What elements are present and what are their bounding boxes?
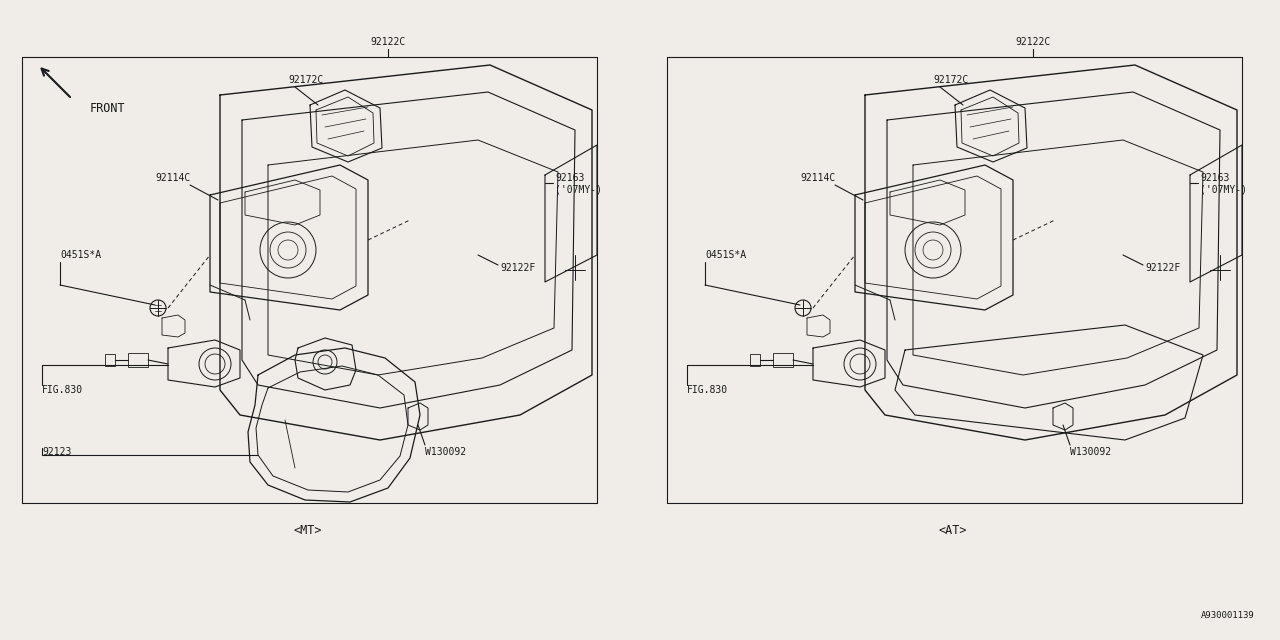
Bar [128,353,148,367]
Text: ('07MY-): ('07MY-) [556,185,602,195]
Text: FIG.830: FIG.830 [42,385,83,395]
Text: 92163: 92163 [556,173,585,183]
Text: 92172C: 92172C [288,75,324,85]
Text: 92114C: 92114C [155,173,191,183]
Text: 92122C: 92122C [370,37,406,47]
Bar [105,354,115,366]
Text: 92122F: 92122F [1146,263,1180,273]
Text: W130092: W130092 [1070,447,1111,457]
Text: 92114C: 92114C [800,173,836,183]
Text: 92172C: 92172C [933,75,968,85]
Text: <MT>: <MT> [293,524,323,536]
Bar [773,353,794,367]
Text: 92123: 92123 [42,447,72,457]
Text: ('07MY-): ('07MY-) [1201,185,1247,195]
Text: W130092: W130092 [425,447,466,457]
Text: FRONT: FRONT [90,102,125,115]
Text: 0451S*A: 0451S*A [705,250,746,260]
Text: <AT>: <AT> [938,524,968,536]
Text: A930001139: A930001139 [1201,611,1254,620]
Text: 0451S*A: 0451S*A [60,250,101,260]
Text: 92163: 92163 [1201,173,1229,183]
Text: FIG.830: FIG.830 [687,385,728,395]
Bar [750,354,760,366]
Text: 92122C: 92122C [1015,37,1051,47]
Text: 92122F: 92122F [500,263,535,273]
